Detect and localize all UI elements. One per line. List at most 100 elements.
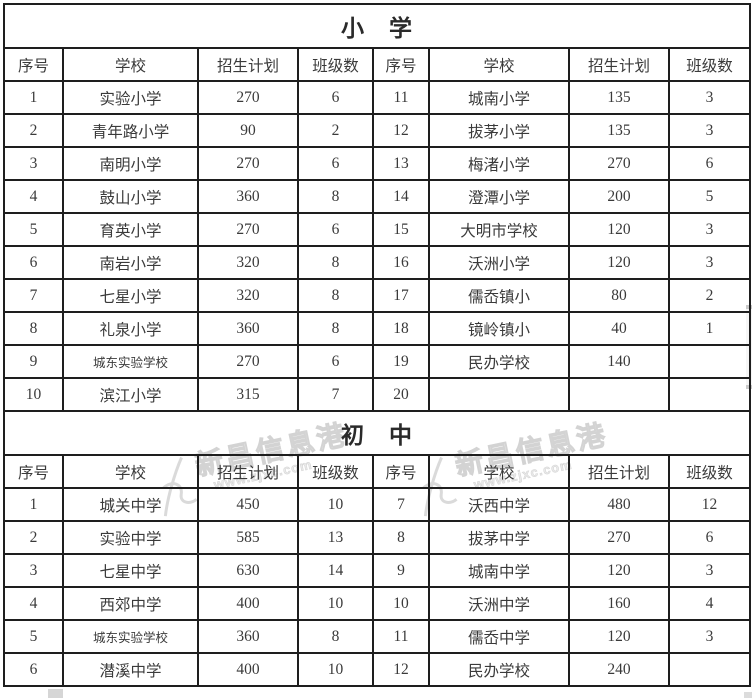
table-cell: 鼓山小学: [62, 179, 199, 214]
table-cell: 青年路小学: [62, 113, 199, 148]
column-header: 学校: [428, 454, 570, 489]
enrollment-table: 小 学序号 学校 招生计划 班级数 序号 学校 招生计划 班级数 1 实验小学 270 6 11 城南小学…: [3, 3, 751, 687]
table-cell: 3: [668, 80, 751, 115]
section-title: 初 中: [3, 410, 751, 456]
table-cell: 滨江小学: [62, 377, 199, 412]
table-cell: 8: [297, 179, 374, 214]
table-cell: 澄潭小学: [428, 179, 570, 214]
table-row: 9 城东实验学校 270 6 19 民办学校 140: [3, 344, 751, 379]
table-cell: 拔茅小学: [428, 113, 570, 148]
table-cell: 镜岭镇小: [428, 311, 570, 346]
table-cell: 10: [297, 652, 374, 687]
table-cell: 2: [3, 113, 64, 148]
table-row: 6 南岩小学 320 8 16 沃洲小学 120 3: [3, 245, 751, 280]
table-cell: 10: [3, 377, 64, 412]
table-row: 6 潜溪中学 400 10 12 民办学校 240: [3, 652, 751, 687]
table-cell: 儒岙镇小: [428, 278, 570, 313]
column-header: 班级数: [297, 454, 374, 489]
table-cell: 585: [197, 520, 299, 555]
table-cell: 西郊中学: [62, 586, 199, 621]
column-header: 序号: [372, 47, 430, 82]
table-cell: 沃西中学: [428, 487, 570, 522]
table-row: 4 西郊中学 400 10 10 沃洲中学 160 4: [3, 586, 751, 621]
table-cell: 城东实验学校: [62, 619, 199, 654]
table-cell: 实验中学: [62, 520, 199, 555]
table-cell: 19: [372, 344, 430, 379]
table-cell: 2: [3, 520, 64, 555]
column-header-row: 序号 学校 招生计划 班级数 序号 学校 招生计划 班级数: [3, 47, 751, 82]
table-cell: [668, 377, 751, 412]
table-cell: 1: [3, 487, 64, 522]
column-header-row: 序号 学校 招生计划 班级数 序号 学校 招生计划 班级数: [3, 454, 751, 489]
column-header: 序号: [3, 47, 64, 82]
table-cell: 450: [197, 487, 299, 522]
table-cell: 6: [297, 344, 374, 379]
table-cell: 城东实验学校: [62, 344, 199, 379]
table-cell: 480: [568, 487, 670, 522]
table-cell: 2: [297, 113, 374, 148]
table-row: 1 实验小学 270 6 11 城南小学 135 3: [3, 80, 751, 115]
table-cell: 400: [197, 652, 299, 687]
enrollment-table-wrap: 小 学序号 学校 招生计划 班级数 序号 学校 招生计划 班级数 1 实验小学 270 6 11 城南小学…: [3, 3, 751, 687]
column-header: 班级数: [668, 454, 751, 489]
section-title-row: 初 中: [3, 410, 751, 456]
table-cell: 7: [372, 487, 430, 522]
table-cell: 13: [372, 146, 430, 181]
column-header: 学校: [62, 47, 199, 82]
column-header: 招生计划: [568, 454, 670, 489]
table-row: 4 鼓山小学 360 8 14 澄潭小学 200 5: [3, 179, 751, 214]
table-cell: 200: [568, 179, 670, 214]
table-cell: 270: [197, 344, 299, 379]
table-cell: 3: [668, 619, 751, 654]
table-cell: 160: [568, 586, 670, 621]
table-cell: 320: [197, 278, 299, 313]
table-cell: 14: [372, 179, 430, 214]
table-cell: 12: [372, 113, 430, 148]
table-cell: 4: [668, 586, 751, 621]
table-cell: 12: [372, 652, 430, 687]
table-cell: 实验小学: [62, 80, 199, 115]
section-title-row: 小 学: [3, 3, 751, 49]
table-row: 1 城关中学 450 10 7 沃西中学 480 12: [3, 487, 751, 522]
table-cell: 9: [3, 344, 64, 379]
table-cell: 6: [3, 652, 64, 687]
table-cell: 3: [668, 212, 751, 247]
table-cell: 七星小学: [62, 278, 199, 313]
column-header: 招生计划: [197, 47, 299, 82]
table-cell: 5: [668, 179, 751, 214]
table-cell: 20: [372, 377, 430, 412]
table-cell: 320: [197, 245, 299, 280]
table-cell: 6: [3, 245, 64, 280]
section-title: 小 学: [3, 3, 751, 49]
table-cell: 13: [297, 520, 374, 555]
table-row: 5 育英小学 270 6 15 大明市学校 120 3: [3, 212, 751, 247]
table-row: 3 七星中学 630 14 9 城南中学 120 3: [3, 553, 751, 588]
table-cell: 270: [197, 80, 299, 115]
column-header: 班级数: [297, 47, 374, 82]
table-cell: 135: [568, 113, 670, 148]
table-cell: 16: [372, 245, 430, 280]
table-cell: 6: [297, 212, 374, 247]
table-cell: 11: [372, 619, 430, 654]
table-cell: 礼泉小学: [62, 311, 199, 346]
column-header: 学校: [428, 47, 570, 82]
table-cell: 7: [297, 377, 374, 412]
table-cell: 10: [372, 586, 430, 621]
table-cell: 民办学校: [428, 344, 570, 379]
table-cell: 8: [297, 245, 374, 280]
table-row: 8 礼泉小学 360 8 18 镜岭镇小 40 1: [3, 311, 751, 346]
table-cell: 270: [197, 212, 299, 247]
table-cell: 15: [372, 212, 430, 247]
table-cell: 120: [568, 245, 670, 280]
table-cell: 梅渚小学: [428, 146, 570, 181]
table-body: 小 学序号 学校 招生计划 班级数 序号 学校 招生计划 班级数 1 实验小学 270 6 11 城南小学…: [3, 3, 751, 687]
table-cell: 南岩小学: [62, 245, 199, 280]
column-header: 学校: [62, 454, 199, 489]
table-cell: 10: [297, 586, 374, 621]
table-cell: 135: [568, 80, 670, 115]
table-cell: 8: [297, 311, 374, 346]
table-cell: 3: [3, 146, 64, 181]
table-cell: 80: [568, 278, 670, 313]
table-cell: 潜溪中学: [62, 652, 199, 687]
